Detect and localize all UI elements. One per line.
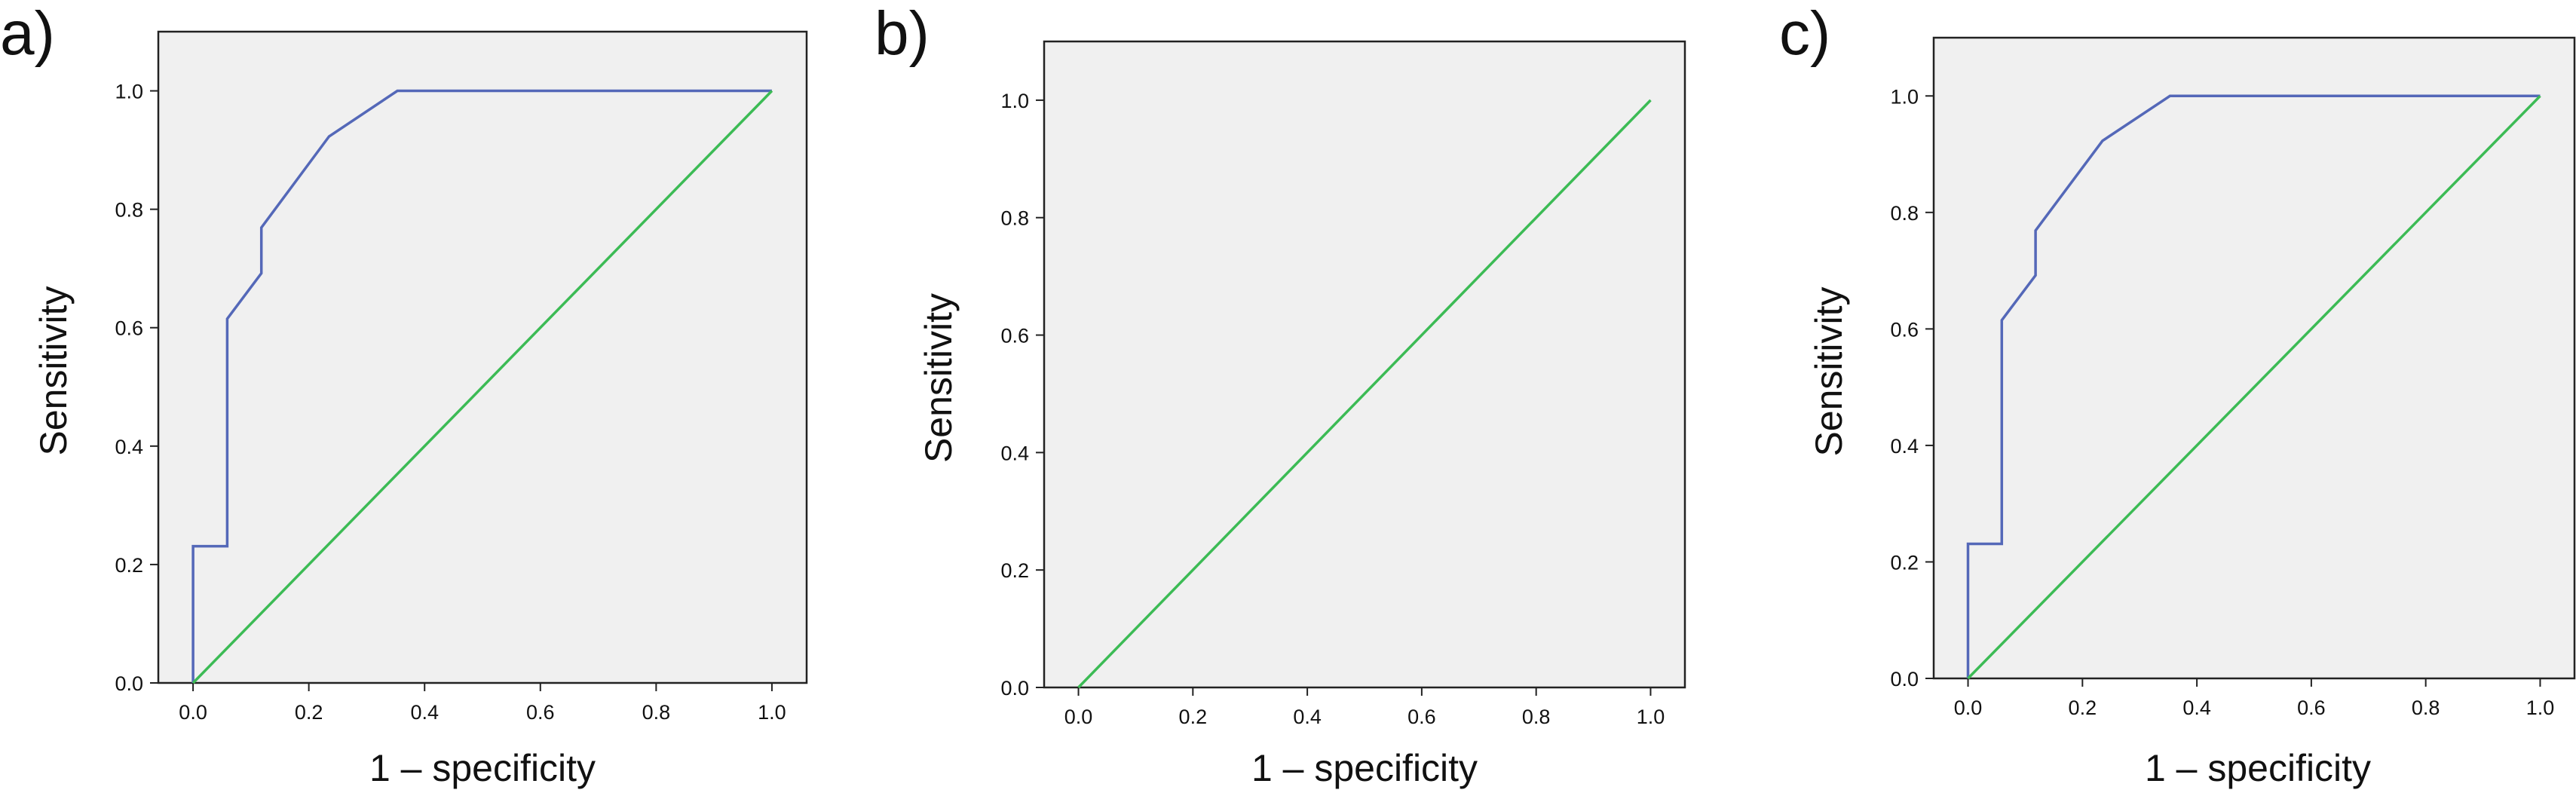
panel-c-roc-curve xyxy=(1966,94,2541,678)
panel-c-y-tick-label: 0.4 xyxy=(1890,435,1919,458)
panel-c-label: c) xyxy=(1779,0,1830,68)
panel-b-x-axis-title: 1 – specificity xyxy=(1251,747,1478,789)
panel-c-y-tick-label: 0.6 xyxy=(1890,318,1919,341)
panel-c-reference-line xyxy=(1967,95,2541,680)
panel-a-y-tick-label: 1.0 xyxy=(115,81,143,103)
panel-a-x-tick-label: 0.4 xyxy=(410,701,439,724)
panel-c-x-tick-label: 0.4 xyxy=(2182,696,2211,719)
panel-b-plot-area xyxy=(1043,40,1686,689)
panel-c: c) 0.0 0.2 0.4 0.6 0.8 1.0 0.0 0.2 0.4 0.6 0.8 1.0 1 … xyxy=(1779,0,2576,789)
panel-a-plot-area xyxy=(157,30,808,684)
panel-c-x-tick-label: 1.0 xyxy=(2526,696,2555,719)
panel-a-x-tick-label: 0.0 xyxy=(179,701,207,724)
panel-b-x-tick-label: 0.8 xyxy=(1522,706,1551,728)
panel-a-label: a) xyxy=(0,0,55,68)
panel-a-x-tick-label: 0.6 xyxy=(526,701,555,724)
panel-b: b) 0.0 0.2 0.4 0.6 0.8 1.0 0.0 0.2 0.4 0.6 0.8 1.0 1 … xyxy=(874,0,1686,789)
panel-a-x-tick-label: 0.2 xyxy=(295,701,323,724)
panel-a-roc-curve xyxy=(191,89,772,683)
panel-c-plot-area xyxy=(1932,36,2576,680)
panel-a-y-tick-label: 0.2 xyxy=(115,554,143,577)
panel-c-x-tick-label: 0.2 xyxy=(2069,696,2097,719)
panel-b-x-tick-label: 1.0 xyxy=(1637,706,1665,728)
panel-b-x-tick-label: 0.2 xyxy=(1179,706,1208,728)
panel-b-y-tick-label: 1.0 xyxy=(1000,90,1029,112)
panel-c-y-tick-label: 0.0 xyxy=(1890,668,1919,690)
panel-c-y-tick-label: 1.0 xyxy=(1890,85,1919,108)
panel-b-y-tick-label: 0.6 xyxy=(1000,325,1029,347)
panel-a-y-axis-title: Sensitivity xyxy=(32,286,75,455)
panel-a-reference-line xyxy=(191,90,773,684)
panel-a-y-tick-label: 0.0 xyxy=(115,672,143,695)
panel-b-y-tick-label: 0.0 xyxy=(1000,677,1029,700)
panel-b-x-tick-label: 0.4 xyxy=(1293,706,1322,728)
panel-c-x-tick-label: 0.6 xyxy=(2297,696,2326,719)
panel-b-reference-line xyxy=(1077,99,1652,689)
panel-a-x-axis-title: 1 – specificity xyxy=(369,747,596,789)
panel-a-x-tick-label: 1.0 xyxy=(758,701,786,724)
panel-c-x-axis-title: 1 – specificity xyxy=(2145,747,2371,789)
panel-c-y-axis-title: Sensitivity xyxy=(1808,286,1850,456)
panel-b-label: b) xyxy=(874,0,930,68)
panel-b-y-tick-label: 0.2 xyxy=(1000,559,1029,582)
panel-b-y-tick-label: 0.8 xyxy=(1000,207,1029,230)
panel-a-y-tick-label: 0.4 xyxy=(115,436,143,458)
panel-a-y-tick-label: 0.8 xyxy=(115,199,143,222)
panel-c-y-tick-label: 0.2 xyxy=(1890,551,1919,574)
panel-b-x-tick-label: 0.0 xyxy=(1064,706,1093,728)
panel-a-x-tick-label: 0.8 xyxy=(642,701,671,724)
panel-c-y-tick-label: 0.8 xyxy=(1890,202,1919,225)
panel-a-y-tick-label: 0.6 xyxy=(115,317,143,340)
panel-b-y-axis-title: Sensitivity xyxy=(917,293,960,463)
panel-b-x-tick-label: 0.6 xyxy=(1407,706,1436,728)
panel-a: a) 0.0 0.2 0.4 0.6 0.8 1.0 0.0 0.2 0.4 0.6 0.8 1.0 1 … xyxy=(0,0,808,789)
panel-c-x-tick-label: 0.0 xyxy=(1954,696,1983,719)
panel-b-y-tick-label: 0.4 xyxy=(1000,442,1029,464)
panel-c-x-tick-label: 0.8 xyxy=(2412,696,2440,719)
